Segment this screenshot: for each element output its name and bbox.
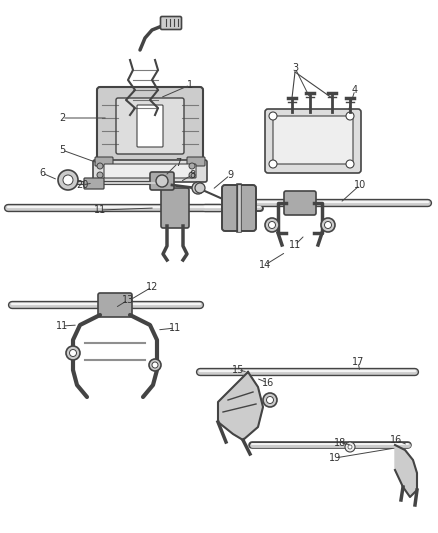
Text: 11: 11: [56, 321, 68, 331]
Text: 4: 4: [352, 85, 358, 95]
FancyBboxPatch shape: [187, 157, 205, 166]
Text: 20: 20: [76, 180, 88, 190]
Circle shape: [269, 112, 277, 120]
Circle shape: [58, 170, 78, 190]
FancyBboxPatch shape: [93, 160, 207, 182]
FancyBboxPatch shape: [222, 185, 256, 231]
Text: 1: 1: [187, 80, 193, 90]
Polygon shape: [395, 445, 417, 497]
Text: 16: 16: [390, 435, 402, 445]
Text: 11: 11: [94, 205, 106, 215]
Circle shape: [346, 112, 354, 120]
Text: 12: 12: [146, 282, 158, 292]
Text: 17: 17: [352, 357, 364, 367]
Circle shape: [152, 362, 158, 368]
Circle shape: [263, 393, 277, 407]
FancyBboxPatch shape: [161, 188, 189, 228]
FancyBboxPatch shape: [137, 105, 163, 147]
Text: 13: 13: [122, 295, 134, 305]
FancyBboxPatch shape: [104, 164, 196, 178]
Circle shape: [195, 183, 205, 193]
Circle shape: [149, 359, 161, 371]
Text: 11: 11: [169, 323, 181, 333]
Text: 8: 8: [189, 170, 195, 180]
FancyBboxPatch shape: [150, 172, 174, 190]
FancyBboxPatch shape: [160, 17, 181, 29]
Text: 3: 3: [292, 63, 298, 73]
Circle shape: [321, 218, 335, 232]
FancyBboxPatch shape: [265, 109, 361, 173]
Circle shape: [189, 172, 195, 178]
FancyBboxPatch shape: [84, 178, 104, 189]
Text: 9: 9: [227, 170, 233, 180]
Text: 6: 6: [39, 168, 45, 178]
Text: 19: 19: [329, 453, 341, 463]
Text: 5: 5: [59, 145, 65, 155]
Text: 14: 14: [259, 260, 271, 270]
FancyBboxPatch shape: [95, 157, 113, 166]
Circle shape: [269, 160, 277, 168]
Text: 18: 18: [334, 438, 346, 448]
Circle shape: [70, 350, 77, 357]
Circle shape: [268, 222, 276, 229]
Polygon shape: [218, 372, 263, 440]
Circle shape: [156, 175, 168, 187]
Circle shape: [348, 445, 352, 449]
FancyBboxPatch shape: [116, 98, 184, 154]
Circle shape: [63, 175, 73, 185]
Circle shape: [325, 222, 332, 229]
Text: 7: 7: [175, 158, 181, 168]
Text: 16: 16: [262, 378, 274, 388]
FancyBboxPatch shape: [97, 87, 203, 165]
Text: 15: 15: [232, 365, 244, 375]
Text: 2: 2: [59, 113, 65, 123]
Text: 11: 11: [289, 240, 301, 250]
Circle shape: [192, 182, 204, 194]
FancyBboxPatch shape: [284, 191, 316, 215]
Text: 10: 10: [354, 180, 366, 190]
Circle shape: [266, 397, 273, 403]
FancyBboxPatch shape: [273, 116, 353, 164]
Circle shape: [346, 160, 354, 168]
Circle shape: [345, 442, 355, 452]
Circle shape: [66, 346, 80, 360]
Circle shape: [189, 163, 195, 169]
Circle shape: [97, 172, 103, 178]
Circle shape: [265, 218, 279, 232]
FancyBboxPatch shape: [98, 293, 132, 317]
Circle shape: [97, 163, 103, 169]
